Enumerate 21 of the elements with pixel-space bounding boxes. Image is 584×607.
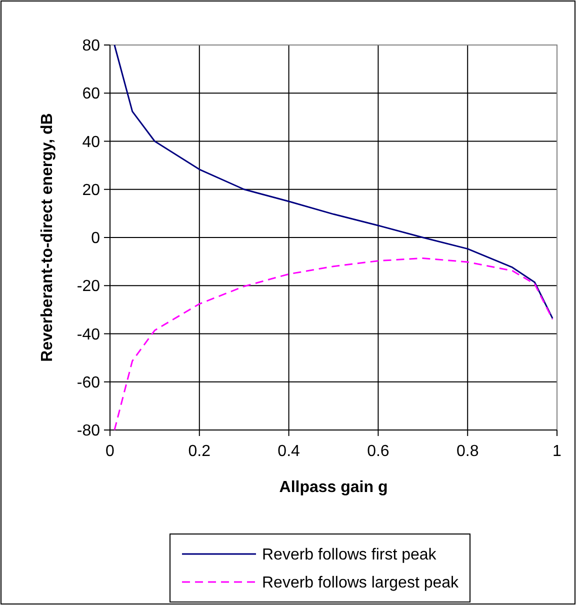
y-tick-label: -40 [76,326,100,344]
x-tick-label: 0.8 [456,443,479,460]
x-tick-label: 0.2 [188,443,211,460]
y-tick-label: 60 [82,86,100,103]
line-series [114,44,554,320]
y-tick-label: 40 [82,134,100,151]
x-tick-label: 0.6 [367,443,390,460]
y-tick-label: -20 [76,278,100,296]
y-axis-title: Reverberant-to-direct energy, dB [39,113,56,362]
y-tick-label: 20 [82,182,100,199]
y-tick-label: 0 [91,230,100,248]
x-axis-title: Allpass gain g [279,479,388,496]
y-tick-label: -80 [76,422,100,440]
legend-label: Reverb follows largest peak [262,574,460,592]
x-tick-label: 1 [552,443,562,460]
y-tick-label: 80 [82,38,100,55]
legend-label: Reverb follows first peak [262,546,438,564]
line-series [114,257,554,431]
x-tick-label: 0 [106,443,115,460]
x-tick-label: 0.4 [278,443,300,460]
y-tick-label: -60 [76,374,100,392]
